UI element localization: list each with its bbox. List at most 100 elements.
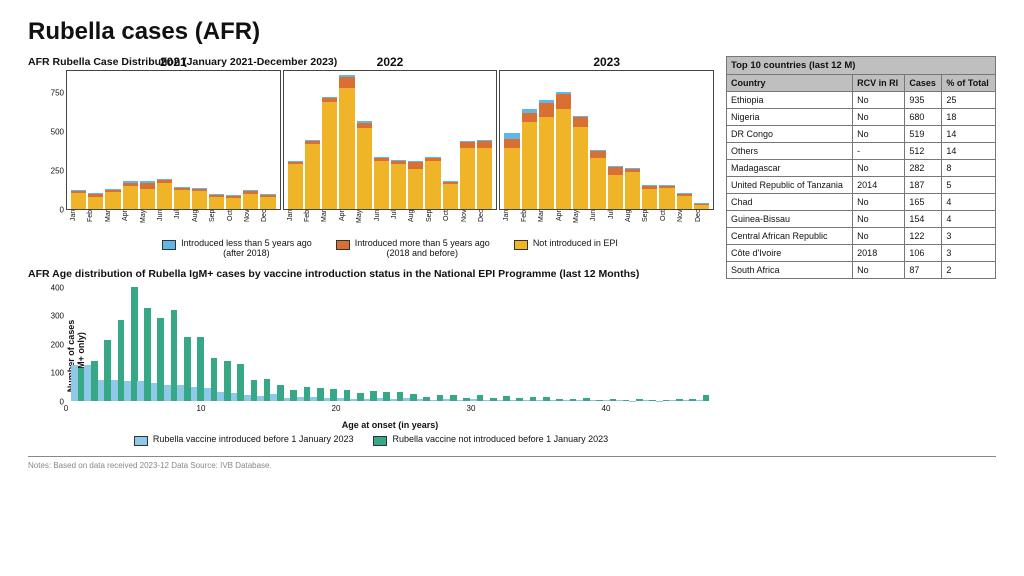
bar-stack <box>243 190 258 209</box>
bar-stack <box>226 195 241 209</box>
age-bar-group <box>683 399 696 401</box>
chart2-legend: Rubella vaccine introduced before 1 Janu… <box>28 434 714 446</box>
age-bar-group <box>98 340 111 401</box>
table-row: Guinea-BissauNo1544 <box>727 211 996 228</box>
age-bar-group <box>590 400 603 401</box>
table-row: EthiopiaNo93525 <box>727 92 996 109</box>
age-bar-group <box>616 400 629 401</box>
chart2-plot <box>66 282 714 402</box>
bar-stack <box>105 189 120 209</box>
table-row: MadagascarNo2828 <box>727 160 996 177</box>
age-bar-group <box>550 399 563 401</box>
age-bar-group <box>497 396 510 401</box>
age-bar-group <box>603 399 616 401</box>
age-bar-group <box>390 392 403 401</box>
age-bar-group <box>364 391 377 401</box>
age-bar-group <box>563 399 576 401</box>
age-bar-group <box>324 389 337 401</box>
table-col-header: Cases <box>905 75 942 92</box>
age-bar-group <box>111 320 124 401</box>
age-bar-group <box>417 397 430 401</box>
table-row: DR CongoNo51914 <box>727 126 996 143</box>
age-bar-group <box>470 395 483 401</box>
chart1-panel: 2023 <box>499 70 714 210</box>
bar-stack <box>573 116 588 209</box>
age-bar-group <box>204 358 217 401</box>
table-row: Côte d'Ivoire20181063 <box>727 245 996 262</box>
age-bar-group <box>629 399 642 401</box>
age-bar-group <box>244 380 257 401</box>
table-col-header: Country <box>727 75 853 92</box>
bar-stack <box>694 203 709 209</box>
legend-item: Rubella vaccine not introduced before 1 … <box>373 434 608 446</box>
bar-stack <box>71 190 86 209</box>
chart2-xlabel: Age at onset (in years) <box>66 420 714 430</box>
age-bar-group <box>71 365 84 401</box>
table-title: Top 10 countries (last 12 M) <box>727 57 996 75</box>
table-header-row: CountryRCV in RICases% of Total <box>727 75 996 92</box>
panel-year: 2023 <box>500 55 713 69</box>
bar-stack <box>642 185 657 209</box>
age-bar-group <box>84 361 97 401</box>
table-row: Others-51214 <box>727 143 996 160</box>
age-bar-group <box>124 287 137 401</box>
chart1-legend: Introduced less than 5 years ago (after … <box>28 238 714 258</box>
age-bar-group <box>137 308 150 401</box>
chart2-xticks: 010203040 <box>66 404 714 418</box>
chart2-title: AFR Age distribution of Rubella IgM+ cas… <box>28 268 714 280</box>
table-col-header: RCV in RI <box>853 75 905 92</box>
bar-stack <box>339 75 354 209</box>
bar-stack <box>157 179 172 209</box>
bar-stack <box>504 133 519 209</box>
table-row: United Republic of Tanzania20141875 <box>727 177 996 194</box>
bar-stack <box>192 188 207 209</box>
table-row: ChadNo1654 <box>727 194 996 211</box>
chart2-yticks: 0100200300400 <box>44 282 64 402</box>
page-title: Rubella cases (AFR) <box>28 18 996 46</box>
age-bar-group <box>643 400 656 401</box>
bar-stack <box>590 150 605 209</box>
age-bar-group <box>696 395 709 401</box>
age-bar-group <box>523 397 536 401</box>
age-bar-group <box>337 390 350 401</box>
age-bar-group <box>536 397 549 401</box>
age-bar-group <box>669 399 682 401</box>
top10-table: Top 10 countries (last 12 M) CountryRCV … <box>726 56 996 446</box>
bar-stack <box>608 166 623 209</box>
age-bar-group <box>350 393 363 401</box>
legend-item: Not introduced in EPI <box>514 238 618 258</box>
age-bar-group <box>284 390 297 401</box>
age-bar-group <box>457 398 470 401</box>
bar-stack <box>209 194 224 209</box>
age-bar-group <box>231 364 244 401</box>
legend-item: Introduced more than 5 years ago (2018 a… <box>336 238 490 258</box>
chart1: AFR Rubella Case Distribution (January 2… <box>28 56 714 258</box>
bar-stack <box>659 185 674 209</box>
age-bar-group <box>270 385 283 401</box>
table-row: Central African RepublicNo1223 <box>727 228 996 245</box>
bar-stack <box>539 100 554 209</box>
bar-stack <box>88 193 103 209</box>
age-bar-group <box>377 392 390 401</box>
bar-stack <box>391 160 406 209</box>
legend-item: Introduced less than 5 years ago (after … <box>162 238 312 258</box>
bar-stack <box>677 193 692 209</box>
age-bar-group <box>510 398 523 401</box>
bar-stack <box>123 181 138 209</box>
bar-stack <box>477 140 492 209</box>
bar-stack <box>140 181 155 209</box>
table-body: EthiopiaNo93525NigeriaNo68018DR CongoNo5… <box>727 92 996 279</box>
age-bar-group <box>430 395 443 401</box>
age-bar-group <box>576 398 589 401</box>
bar-stack <box>174 187 189 209</box>
footer-notes: Notes: Based on data received 2023-12 Da… <box>28 456 996 470</box>
bar-stack <box>374 157 389 209</box>
panel-year: 2022 <box>284 55 497 69</box>
chart2: AFR Age distribution of Rubella IgM+ cas… <box>28 268 714 446</box>
panel-year: 2021 <box>67 55 280 69</box>
bar-stack <box>288 161 303 209</box>
chart1-panel: 2021 <box>66 70 281 210</box>
age-bar-group <box>656 400 669 401</box>
table-col-header: % of Total <box>942 75 996 92</box>
age-bar-group <box>164 310 177 401</box>
